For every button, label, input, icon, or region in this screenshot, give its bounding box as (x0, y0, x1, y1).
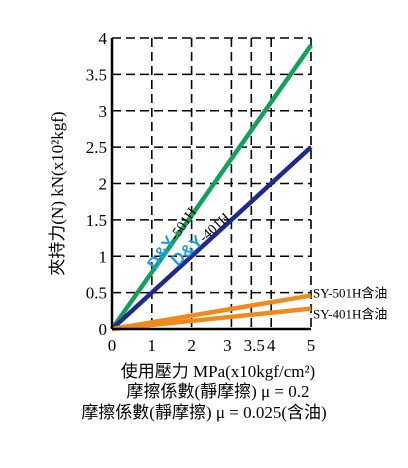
series-line (110, 43, 313, 331)
x-tick-label: 5 (307, 336, 316, 355)
tick-labels: 00.511.522.533.540 1 2 3 3.5 4 5 (86, 29, 316, 355)
y-tick-label: 3 (99, 102, 108, 121)
x-tick-label: 2 (187, 336, 196, 355)
series-line (110, 145, 313, 331)
x-tick-label: 0 (108, 336, 117, 355)
x-axis-label: 使用壓力 MPa(x10kgf/cm²) (121, 361, 315, 381)
series-end-label: SY-401H含油 (313, 307, 387, 322)
y-tick-label: 0 (99, 320, 108, 339)
x-tick-label: 3 (223, 336, 232, 355)
friction-note-oil: 摩擦係數(靜摩擦) μ = 0.025(含油) (81, 403, 326, 422)
model-text: -401H (197, 210, 234, 245)
y-tick-label: 4 (99, 29, 108, 48)
axes (110, 38, 311, 331)
y-tick-label: 2 (99, 175, 108, 194)
x-tick-label: 3.5 (244, 336, 265, 355)
y-tick-label: 3.5 (86, 65, 107, 84)
y-tick-label: 0.5 (86, 284, 107, 303)
x-tick-label: 4 (267, 336, 276, 355)
friction-note-static: 摩擦係數(靜摩擦) μ = 0.2 (126, 382, 309, 401)
y-tick-label: 1.5 (86, 211, 107, 230)
series-line (111, 306, 312, 332)
series-lines (110, 43, 313, 332)
y-tick-label: 2.5 (86, 138, 107, 157)
x-tick-label: 1 (148, 336, 157, 355)
y-tick-label: 1 (99, 247, 108, 266)
series-end-label: SY-501H含油 (313, 286, 387, 301)
y-axis-label: 夾持力(N) kN(x10²kgf) (48, 111, 67, 275)
